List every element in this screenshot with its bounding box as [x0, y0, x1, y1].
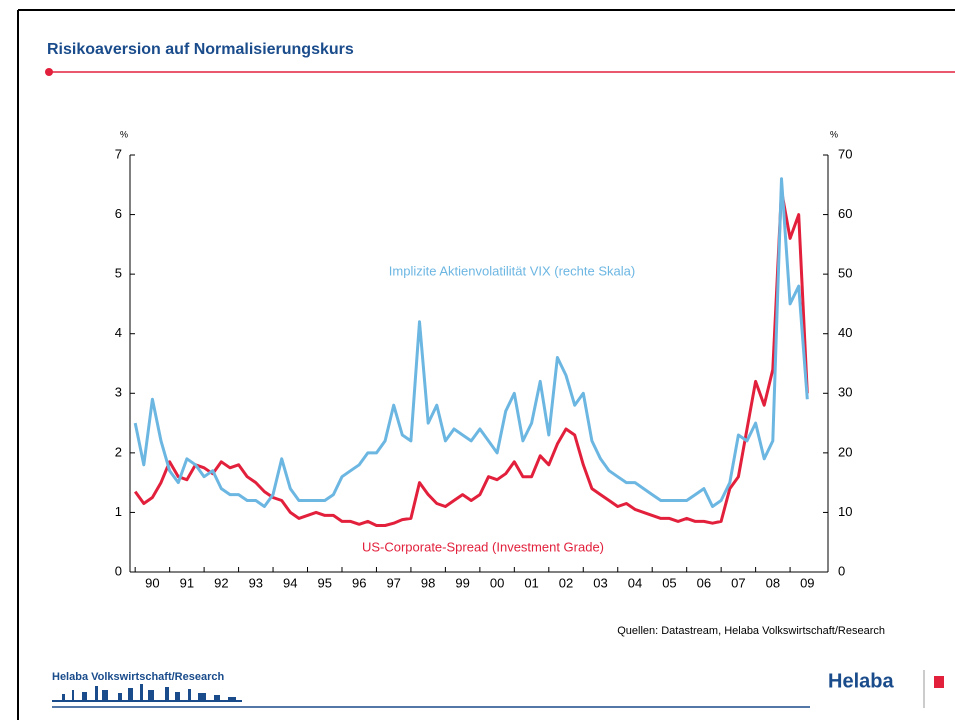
x-tick-label: 01: [524, 575, 538, 590]
x-tick-label: 91: [180, 575, 194, 590]
footer-brand: Helaba Volkswirtschaft/Research: [52, 671, 224, 683]
x-tick-label: 04: [628, 575, 642, 590]
series-line: [133, 189, 809, 527]
y2-tick-label: 0: [838, 563, 845, 578]
y2-tick-label: 10: [838, 504, 852, 519]
x-tick-label: 99: [455, 575, 469, 590]
x-tick-label: 96: [352, 575, 366, 590]
x-tick-label: 00: [490, 575, 504, 590]
series-annotation: US-Corporate-Spread (Investment Grade): [362, 539, 604, 554]
x-tick-label: 94: [283, 575, 297, 590]
logo-mark: [934, 676, 944, 688]
x-tick-label: 07: [731, 575, 745, 590]
slide-title: Risikoaversion auf Normalisierungskurs: [47, 41, 354, 58]
x-tick-label: 90: [145, 575, 159, 590]
y2-tick-label: 60: [838, 206, 852, 221]
y-unit: %: [120, 129, 128, 139]
source-note: Quellen: Datastream, Helaba Volkswirtsch…: [617, 625, 885, 637]
skyline: [52, 684, 242, 702]
x-tick-label: 03: [593, 575, 607, 590]
y2-tick-label: 50: [838, 266, 852, 281]
y-tick-label: 6: [115, 206, 122, 221]
y2-tick-label: 70: [838, 146, 852, 161]
y-tick-label: 4: [115, 325, 122, 340]
y-tick-label: 1: [115, 504, 122, 519]
x-tick-label: 95: [318, 575, 332, 590]
x-tick-label: 92: [214, 575, 228, 590]
y2-unit: %: [830, 129, 838, 139]
x-tick-label: 06: [697, 575, 711, 590]
series-annotation: Implizite Aktienvolatilität VIX (rechte …: [389, 263, 635, 278]
y-tick-label: 2: [115, 444, 122, 459]
y2-tick-label: 30: [838, 385, 852, 400]
x-tick-label: 93: [249, 575, 263, 590]
x-tick-label: 08: [766, 575, 780, 590]
x-tick-label: 97: [386, 575, 400, 590]
y-tick-label: 0: [115, 563, 122, 578]
y-tick-label: 7: [115, 146, 122, 161]
y2-tick-label: 40: [838, 325, 852, 340]
logo: Helaba: [828, 670, 894, 692]
x-tick-label: 05: [662, 575, 676, 590]
x-tick-label: 98: [421, 575, 435, 590]
x-tick-label: 02: [559, 575, 573, 590]
y2-tick-label: 20: [838, 444, 852, 459]
x-tick-label: 09: [800, 575, 814, 590]
y-tick-label: 5: [115, 266, 122, 281]
y-tick-label: 3: [115, 385, 122, 400]
title-dot: [45, 68, 53, 76]
series-line: [133, 177, 809, 508]
